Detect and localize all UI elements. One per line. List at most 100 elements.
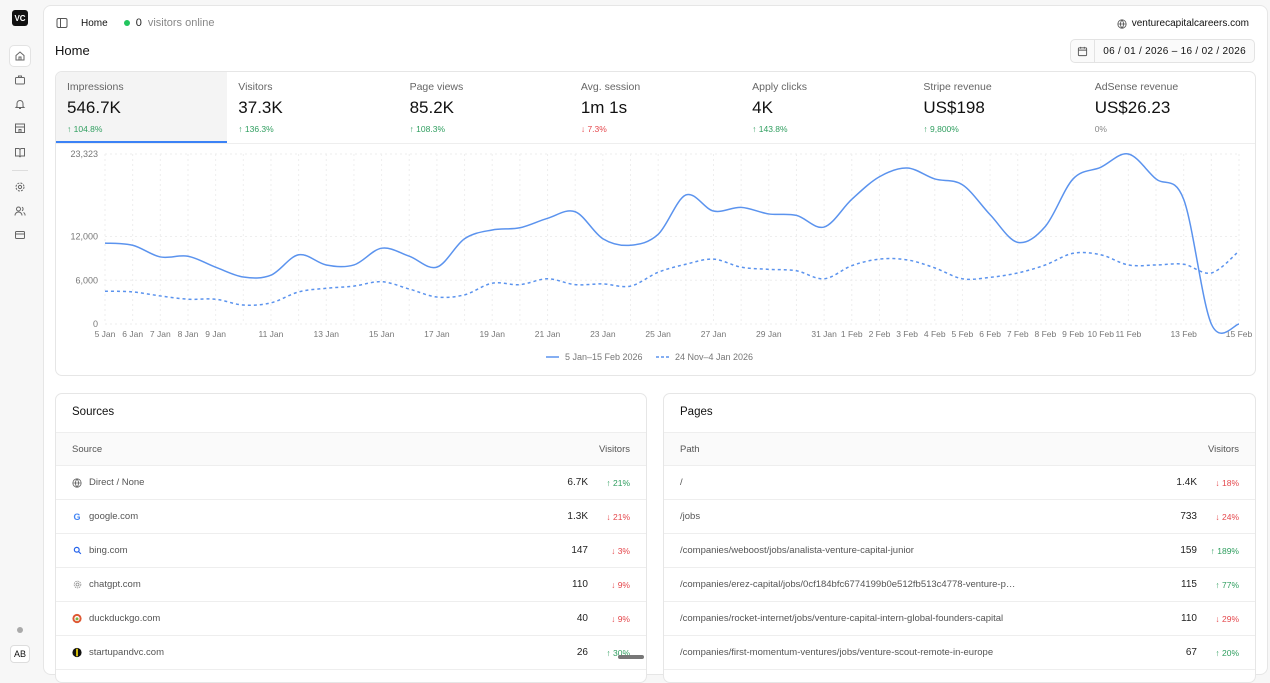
site-selector[interactable]: venturecapitalcareers.com (1117, 18, 1249, 29)
row-change: ↓ 18% (1215, 477, 1239, 488)
x-tick-label: 7 Jan (150, 329, 171, 339)
metric-visitors[interactable]: Visitors 37.3K ↑ 136.3% (227, 72, 398, 143)
col-source[interactable]: Source (72, 443, 103, 455)
x-tick-label: 9 Jan (205, 329, 226, 339)
x-tick-label: 19 Jan (479, 329, 505, 339)
x-tick-label: 13 Jan (314, 329, 340, 339)
table-row[interactable]: duckduckgo.com 40 ↓ 9% (56, 602, 646, 636)
bing-icon (72, 546, 82, 556)
x-tick-label: 5 Feb (952, 329, 974, 339)
x-tick-label: 13 Feb (1170, 329, 1197, 339)
visitors-online: 0 visitors online (123, 17, 214, 29)
globe-icon (72, 477, 82, 488)
x-tick-label: 23 Jan (590, 329, 616, 339)
metric-impressions[interactable]: Impressions 546.7K ↑ 104.8% (56, 72, 228, 143)
metric-label: AdSense revenue (1094, 81, 1179, 93)
metric-change: ↑ 9,800% (923, 124, 959, 134)
row-value: 110 (572, 579, 588, 590)
sidebar-item-billing[interactable] (9, 224, 31, 246)
table-row[interactable]: / 1.4K ↓ 18% (664, 466, 1255, 500)
row-change: ↑ 189% (1210, 545, 1239, 556)
x-tick-label: 7 Feb (1007, 329, 1029, 339)
sources-title: Sources (72, 406, 115, 418)
col-path[interactable]: Path (680, 443, 700, 455)
table-row[interactable]: chatgpt.com 110 ↓ 9% (56, 568, 646, 602)
table-row[interactable]: /companies/rocket-internet/jobs/venture-… (664, 602, 1255, 636)
pages-table-header: Path Visitors (664, 432, 1255, 466)
series-line-current (104, 153, 1240, 334)
metric-avg-session[interactable]: Avg. session 1m 1s ↓ 7.3% (570, 72, 741, 143)
sidebar-item-jobs[interactable] (9, 69, 31, 91)
sidebar-item-settings[interactable] (9, 176, 31, 198)
table-row[interactable]: /companies/erez-capital/jobs/0cf184bfc67… (664, 568, 1255, 602)
duckduckgo-icon (72, 613, 82, 624)
sidebar-item-docs[interactable] (9, 141, 31, 163)
metric-label: Impressions (67, 81, 124, 93)
row-label: duckduckgo.com (89, 613, 161, 624)
table-row[interactable]: bing.com 147 ↓ 3% (56, 534, 646, 568)
metric-stripe-revenue[interactable]: Stripe revenue US$198 ↑ 9,800% (912, 72, 1083, 143)
metric-page-views[interactable]: Page views 85.2K ↑ 108.3% (399, 72, 570, 143)
table-row[interactable]: Direct / None 6.7K ↑ 21% (56, 466, 646, 500)
row-label: /jobs (680, 511, 701, 522)
legend-label: 24 Nov–4 Jan 2026 (675, 352, 753, 362)
y-tick-label: 23,323 (70, 149, 98, 159)
metric-change: ↑ 143.8% (752, 124, 788, 134)
sidebar-item-alerts[interactable] (9, 93, 31, 115)
online-count: 0 (135, 17, 142, 29)
table-row[interactable]: /jobs 733 ↓ 24% (664, 500, 1255, 534)
x-tick-label: 9 Feb (1062, 329, 1084, 339)
x-tick-label: 15 Jan (369, 329, 395, 339)
sidebar-divider (12, 170, 28, 171)
row-label: startupandvc.com (89, 647, 164, 658)
x-tick-label: 17 Jan (424, 329, 450, 339)
metric-value: 37.3K (238, 98, 283, 117)
sidebar-toggle-icon[interactable] (56, 17, 68, 29)
scroll-handle[interactable] (618, 655, 644, 659)
table-row[interactable]: /companies/weboost/jobs/analista-venture… (664, 534, 1255, 568)
col-visitors[interactable]: Visitors (599, 443, 630, 455)
row-change: ↓ 24% (1215, 511, 1239, 522)
metric-apply-clicks[interactable]: Apply clicks 4K ↑ 143.8% (741, 72, 912, 143)
pages-title: Pages (680, 406, 713, 418)
bell-icon (14, 100, 26, 109)
row-label: bing.com (89, 545, 128, 556)
row-value: 40 (576, 613, 588, 624)
users-icon (14, 206, 26, 216)
row-change: ↓ 9% (611, 579, 630, 590)
metrics-row: Impressions 546.7K ↑ 104.8% Visitors 37.3K ↑ … (56, 72, 1255, 144)
row-label: /companies/rocket-internet/jobs/venture-… (680, 613, 1004, 624)
startupandvc-icon (72, 647, 82, 658)
x-tick-label: 11 Jan (259, 329, 284, 339)
metric-value: 1m 1s (580, 98, 628, 117)
date-range-text: 06 / 01 / 2026 – 16 / 02 / 2026 (1103, 45, 1246, 57)
row-change: ↑ 30% (606, 647, 630, 658)
x-tick-label: 27 Jan (701, 329, 727, 339)
chatgpt-icon (72, 580, 82, 590)
table-row[interactable]: /companies/first-momentum-ventures/jobs/… (664, 636, 1255, 670)
home-icon (15, 51, 25, 61)
legend-label: 5 Jan–15 Feb 2026 (565, 352, 643, 362)
y-tick-label: 6,000 (75, 275, 98, 285)
metric-value: 85.2K (409, 98, 454, 117)
y-tick-label: 0 (93, 319, 98, 329)
breadcrumb[interactable]: Home (81, 17, 108, 29)
row-change: ↑ 77% (1215, 579, 1239, 590)
sidebar-item-companies[interactable] (9, 117, 31, 139)
x-tick-label: 5 Jan (95, 329, 116, 339)
x-tick-label: 3 Feb (896, 329, 918, 339)
metric-adsense-revenue[interactable]: AdSense revenue US$26.23 0% (1084, 72, 1255, 143)
date-range-picker[interactable]: 06 / 01 / 2026 – 16 / 02 / 2026 (1070, 39, 1255, 63)
avatar[interactable]: AB (10, 645, 30, 663)
col-visitors[interactable]: Visitors (1208, 443, 1239, 455)
row-value: 26 (576, 647, 588, 658)
row-change: ↓ 3% (611, 545, 630, 556)
sidebar-item-users[interactable] (9, 200, 31, 222)
gear-icon (15, 182, 25, 192)
row-value: 159 (1180, 545, 1197, 556)
x-tick-label: 8 Feb (1035, 329, 1057, 339)
line-chart: 0 6,000 12,000 23,323 5 Jan 6 Jan 7 Jan 8 Jan 9 … (70, 149, 1252, 362)
table-row[interactable]: startupandvc.com 26 ↑ 30% (56, 636, 646, 670)
sidebar-item-home[interactable] (9, 45, 31, 67)
